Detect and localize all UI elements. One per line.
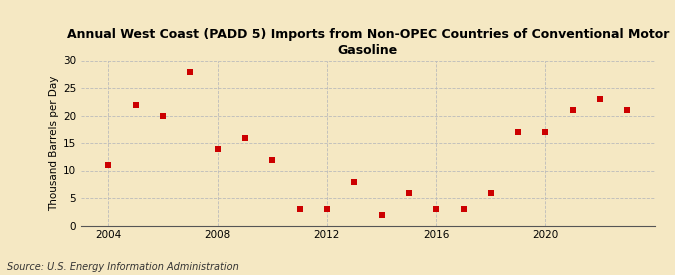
Point <box>431 207 441 211</box>
Point <box>622 108 633 112</box>
Point <box>130 102 141 107</box>
Point <box>568 108 578 112</box>
Text: Source: U.S. Energy Information Administration: Source: U.S. Energy Information Administ… <box>7 262 238 272</box>
Point <box>103 163 113 167</box>
Point <box>485 190 496 195</box>
Point <box>595 97 605 101</box>
Point <box>185 69 196 74</box>
Point <box>212 146 223 151</box>
Point <box>376 212 387 217</box>
Point <box>267 157 277 162</box>
Point <box>540 130 551 134</box>
Point <box>458 207 469 211</box>
Point <box>404 190 414 195</box>
Point <box>157 113 168 118</box>
Point <box>349 179 360 184</box>
Y-axis label: Thousand Barrels per Day: Thousand Barrels per Day <box>49 75 59 211</box>
Point <box>294 207 305 211</box>
Point <box>321 207 332 211</box>
Point <box>240 135 250 140</box>
Point <box>513 130 524 134</box>
Title: Annual West Coast (PADD 5) Imports from Non-OPEC Countries of Conventional Motor: Annual West Coast (PADD 5) Imports from … <box>67 28 669 57</box>
